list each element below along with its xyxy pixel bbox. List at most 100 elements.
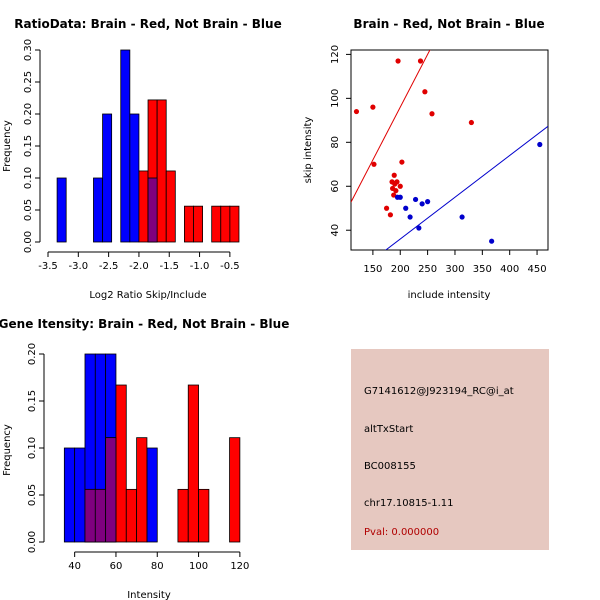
- scatter-xlabel: include intensity: [408, 290, 491, 301]
- scatter-point-brain: [394, 179, 400, 185]
- ratio-hist-bar-brain: [220, 205, 231, 243]
- ratio-hist-title: RatioData: Brain - Red, Not Brain - Blue: [14, 17, 281, 31]
- gene-hist-bar-brain: [125, 488, 138, 543]
- scatter-y-tick-label: 100: [330, 89, 341, 108]
- info-panel: G7141612@J923194_RC@i_at altTxStart BC00…: [351, 349, 549, 550]
- ratio-hist-bar-notbrain: [56, 177, 67, 243]
- scatter-ylabel: skip intensity: [303, 117, 314, 184]
- genomic-location: chr17.10815-1.11: [364, 498, 454, 509]
- gene-hist-ylabel: Frequency: [2, 424, 13, 476]
- gene-hist-bar-notbrain: [63, 447, 76, 543]
- gene-hist-title: Gene Itensity: Brain - Red, Not Brain - …: [0, 317, 289, 331]
- scatter-point-brain: [371, 161, 377, 167]
- ratio-hist-bar-brain: [184, 205, 194, 243]
- scatter-point-brain: [422, 89, 428, 95]
- event-type: altTxStart: [364, 424, 414, 435]
- gene-hist-x-tick-label: 120: [230, 561, 249, 572]
- scatter-point-brain: [387, 212, 393, 218]
- gene-hist-bar-overlap: [84, 488, 96, 543]
- p-value: Pval: 0.000000: [364, 527, 440, 538]
- ratio-hist-bar-notbrain: [102, 113, 113, 243]
- ratio-hist-x-tick-label: -2.5: [99, 261, 119, 272]
- gene-hist-y-tick-label: 0.15: [27, 390, 38, 412]
- ratio-hist-x-tick-label: -3.0: [69, 261, 89, 272]
- scatter-point-notbrain: [425, 199, 431, 205]
- gene-hist-y-tick-label: 0.05: [27, 484, 38, 506]
- scatter-fit-line-brain: [351, 50, 431, 203]
- scatter-x-tick-label: 300: [445, 264, 464, 275]
- gene-hist-x-tick-label: 100: [189, 561, 208, 572]
- ratio-hist-bar-notbrain: [120, 49, 131, 243]
- gene-hist-bar-notbrain: [146, 447, 158, 543]
- probe-id: G7141612@J923194_RC@i_at: [364, 386, 514, 397]
- ratio-hist-x-tick-label: -2.0: [129, 261, 149, 272]
- scatter-point-brain: [417, 58, 424, 64]
- gene-hist-xlabel: Intensity: [127, 590, 171, 600]
- scatter-point-brain: [353, 108, 360, 115]
- ratio-hist-y-tick-label: 0.30: [23, 39, 34, 61]
- scatter-point-notbrain: [412, 196, 419, 203]
- scatter-y-tick-label: 80: [330, 136, 341, 149]
- scatter-x-tick-label: 200: [391, 264, 410, 275]
- scatter-x-tick-label: 400: [500, 264, 519, 275]
- scatter-y-tick-label: 60: [330, 180, 341, 193]
- ratio-hist-ylabel: Frequency: [2, 120, 13, 172]
- gene-hist-bar-brain: [177, 488, 189, 543]
- gene-hist-bar-overlap: [94, 488, 107, 543]
- ratio-hist-y-tick-label: 0.15: [23, 135, 34, 157]
- scatter-fit-lines: [351, 50, 548, 250]
- chart-marks: -3.5 -3.0 -2.5 -2.0 -1.5 -1.0 -0.5 0.00 0.05 0.10…: [23, 39, 549, 572]
- ratio-hist-xlabel: Log2 Ratio Skip/Include: [89, 290, 206, 301]
- gene-hist-bar-brain: [187, 384, 199, 543]
- scatter-point-notbrain: [489, 238, 495, 244]
- scatter-point-brain: [399, 159, 405, 165]
- scatter-point-brain: [391, 172, 397, 178]
- ratio-hist-bar-brain: [138, 170, 149, 243]
- scatter-x-tick-label: 250: [418, 264, 437, 275]
- scatter-x-tick-label: 450: [528, 264, 547, 275]
- gene-hist-y-tick-label: 0.20: [27, 343, 38, 365]
- ratio-hist-bar-notbrain: [129, 113, 140, 243]
- gene-hist-y-tick-label: 0.10: [27, 437, 38, 459]
- ratio-hist-bar-overlap: [147, 177, 158, 243]
- scatter-point-brain: [391, 192, 397, 198]
- gene-hist-x-tick-label: 60: [110, 561, 123, 572]
- ratio-hist-x-tick-label: -1.5: [159, 261, 179, 272]
- scatter-point-notbrain: [407, 214, 413, 220]
- gene-hist-bar-brain: [229, 437, 241, 543]
- scatter-x-tick-label: 150: [363, 264, 382, 275]
- gene-hist-bar-brain: [198, 488, 210, 543]
- ratio-hist-y-tick-label: 0.00: [23, 231, 34, 253]
- ratio-hist-y-tick-label: 0.05: [23, 199, 34, 221]
- scatter-title: Brain - Red, Not Brain - Blue: [353, 17, 544, 31]
- accession: BC008155: [364, 461, 416, 472]
- scatter-point-notbrain: [419, 201, 425, 207]
- ratio-hist-y-tick-label: 0.10: [23, 167, 34, 189]
- ratio-hist-bar-brain: [211, 205, 222, 243]
- ratio-hist-bar-brain: [229, 205, 240, 243]
- scatter-point-notbrain: [403, 205, 409, 211]
- scatter-point-brain: [383, 205, 390, 211]
- ratio-hist-x-tick-label: -1.0: [190, 261, 210, 272]
- gene-hist-bar-notbrain: [74, 447, 86, 543]
- scatter-plot-frame: [350, 49, 549, 251]
- gene-hist-bar-overlap: [105, 437, 117, 543]
- scatter-y-tick-label: 40: [330, 224, 341, 237]
- scatter-point-notbrain: [537, 141, 543, 148]
- ratio-hist-bar-notbrain: [93, 177, 103, 243]
- ratio-hist-y-tick-label: 0.25: [23, 71, 34, 93]
- ratio-hist-x-tick-label: -0.5: [220, 261, 240, 272]
- ratio-hist-bar-brain: [156, 99, 167, 243]
- gene-hist-bar-brain: [136, 437, 148, 543]
- ratio-hist-x-tick-label: -3.5: [38, 261, 58, 272]
- scatter-fit-line-notbrain: [385, 125, 548, 250]
- scatter-point-notbrain: [459, 214, 465, 220]
- scatter-point-brain: [370, 104, 376, 110]
- gene-hist-bar-brain: [115, 384, 127, 543]
- scatter-x-tick-label: 350: [473, 264, 492, 275]
- gene-hist-x-tick-label: 40: [68, 561, 81, 572]
- gene-hist-y-tick-label: 0.00: [27, 531, 38, 553]
- scatter-point-brain: [395, 58, 401, 64]
- scatter-y-tick-label: 120: [330, 45, 341, 64]
- scatter-point-brain: [468, 119, 474, 126]
